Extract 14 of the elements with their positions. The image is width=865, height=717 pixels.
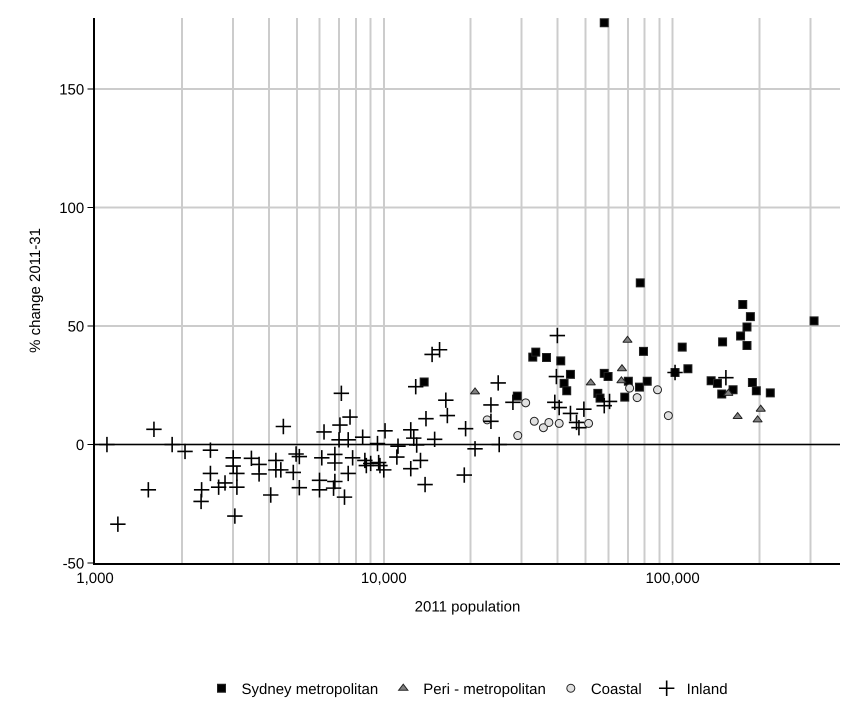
- y-tick-label: 100: [59, 200, 84, 217]
- x-tick-label: 100,000: [645, 570, 700, 587]
- legend-label: Peri - metropolitan: [423, 681, 546, 698]
- legend-label: Coastal: [590, 681, 642, 698]
- y-tick-label: -50: [62, 555, 84, 572]
- y-tick-label: 0: [76, 436, 84, 454]
- y-axis-title: % change 2011-31: [26, 228, 44, 353]
- x-tick-label: 10,000: [360, 570, 407, 587]
- y-tick-label: 50: [68, 318, 84, 336]
- legend-label: Inland: [686, 681, 728, 698]
- x-tick-label: 1,000: [76, 570, 114, 587]
- legend-label: Sydney metropolitan: [242, 681, 378, 698]
- y-tick-label: 150: [59, 81, 84, 98]
- x-axis-title: 2011 population: [414, 598, 520, 616]
